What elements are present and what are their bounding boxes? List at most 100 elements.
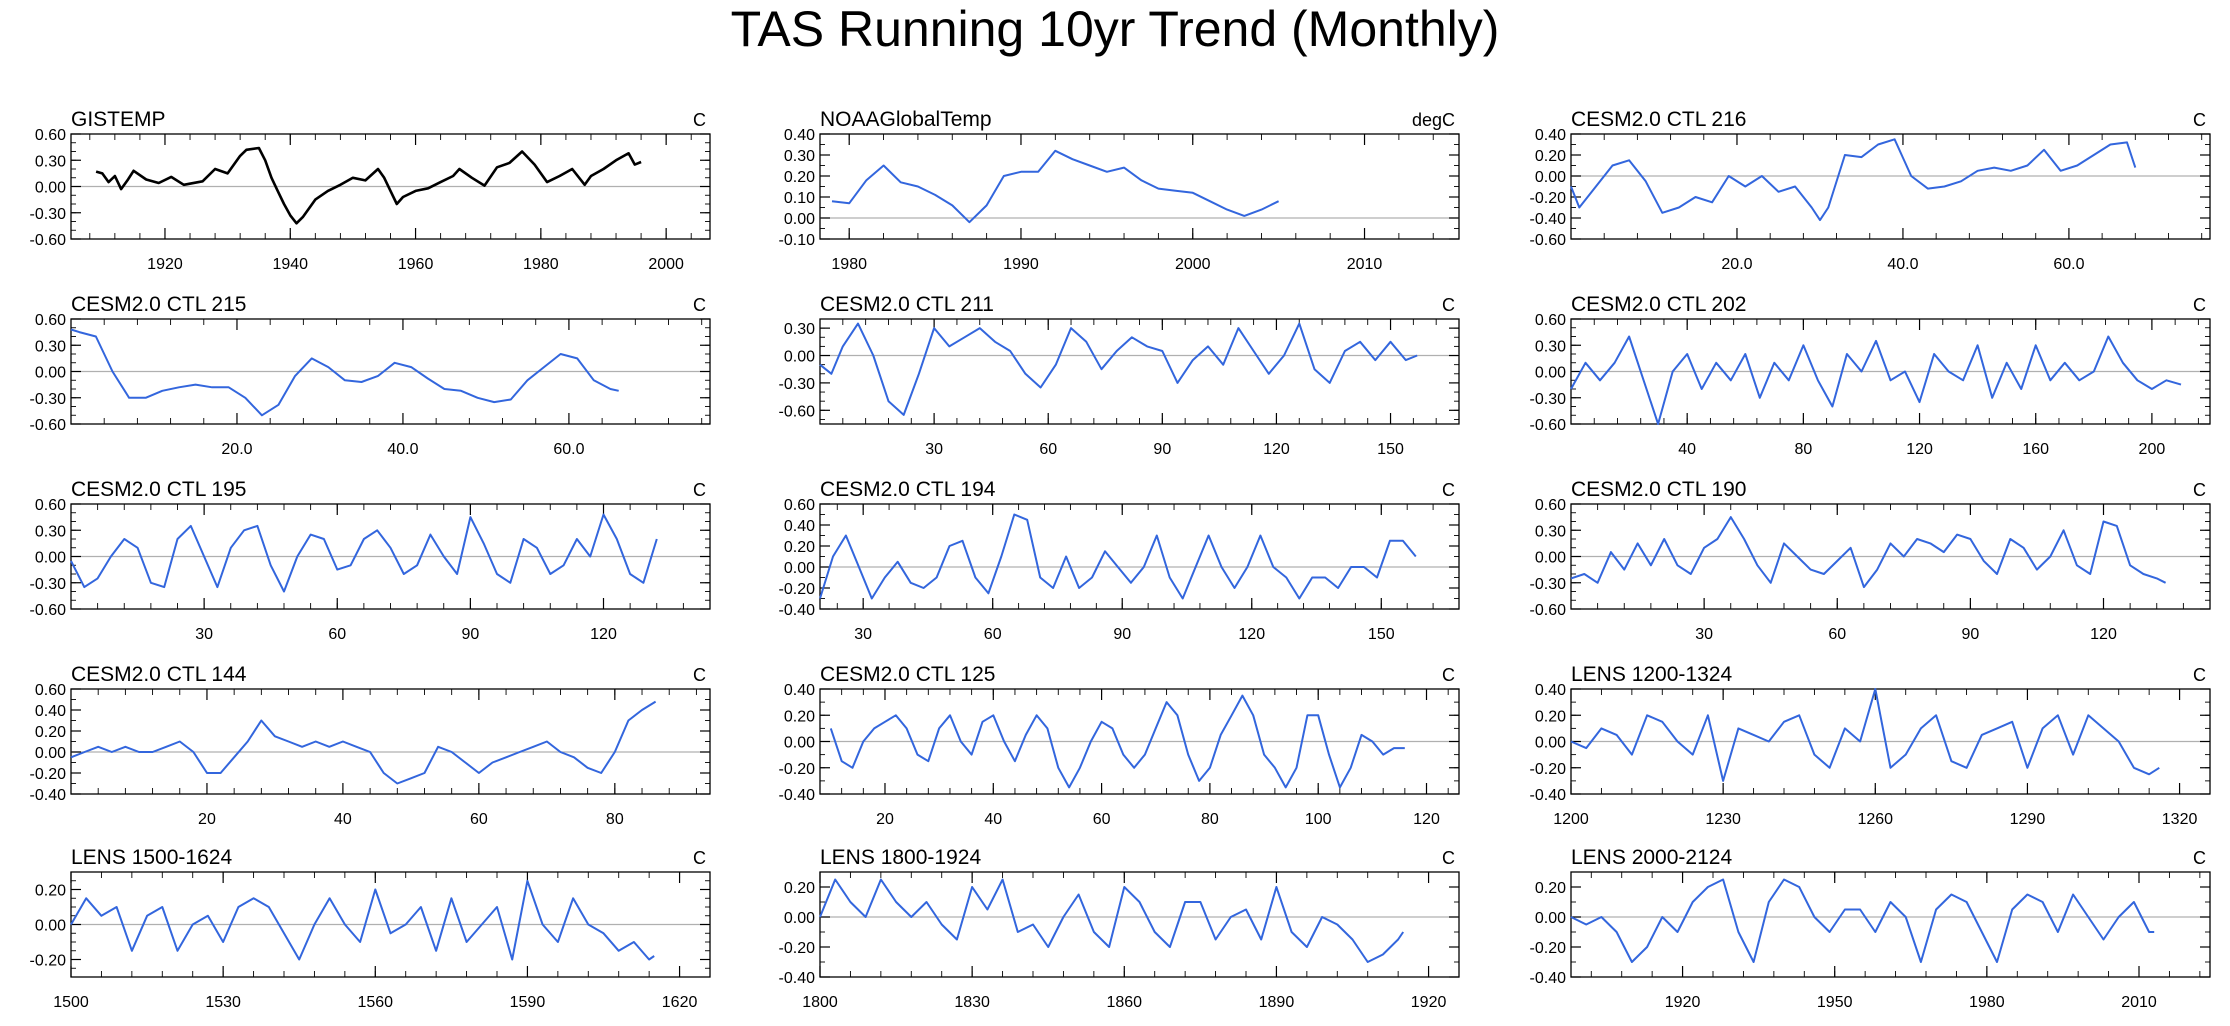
y-tick-label: -0.60 (1530, 602, 1567, 619)
y-tick-label: 0.60 (35, 682, 66, 699)
x-tick-label: 120 (1238, 626, 1265, 643)
x-tick-label: 1500 (53, 994, 89, 1011)
panel-title: CESM2.0 CTL 190 (1571, 478, 1746, 501)
y-tick-label: 0.20 (1535, 148, 1566, 165)
series-line (1570, 138, 2137, 222)
y-tick-label: 0.60 (1535, 497, 1566, 514)
panel-units: C (1442, 295, 1455, 315)
x-tick-label: 1980 (1969, 994, 2005, 1011)
y-tick-label: -0.30 (779, 376, 816, 393)
x-tick-label: 20.0 (1721, 256, 1752, 273)
x-tick-label: 60 (984, 626, 1002, 643)
page-title: TAS Running 10yr Trend (Monthly) (730, 1, 1500, 57)
panel-units: C (693, 110, 706, 130)
y-tick-label: 0.30 (784, 148, 815, 165)
x-tick-label: 60.0 (2053, 256, 2084, 273)
x-tick-label: 120 (2090, 626, 2117, 643)
x-tick-label: 40 (984, 811, 1002, 828)
series-line (1570, 878, 2155, 963)
y-tick-label: -0.30 (30, 206, 67, 223)
y-tick-label: -0.40 (779, 602, 816, 619)
x-tick-label: 40.0 (387, 441, 418, 458)
chart-panel: 0.40 0.20 0.00 -0.20 -0.40 -0.60 20.0 40.0 60.0 C… (1530, 108, 2211, 273)
y-tick-label: -0.10 (779, 232, 816, 249)
y-tick-label: 0.20 (35, 724, 66, 741)
y-tick-label: 0.00 (784, 735, 815, 752)
y-tick-label: 0.30 (1535, 523, 1566, 540)
y-tick-label: 0.00 (1535, 735, 1566, 752)
y-tick-label: 0.00 (1535, 910, 1566, 927)
panel-title: NOAAGlobalTemp (820, 108, 992, 131)
panel-title: CESM2.0 CTL 215 (71, 293, 246, 316)
panel-units: C (1442, 665, 1455, 685)
panel-title: CESM2.0 CTL 216 (1571, 108, 1746, 131)
y-tick-label: 0.40 (784, 682, 815, 699)
series-line (70, 513, 658, 593)
panel-title: LENS 1800-1924 (820, 846, 981, 869)
y-tick-label: 0.30 (1535, 338, 1566, 355)
chart-panel: 0.60 0.30 0.00 -0.30 -0.60 40 80 120 160 200 CESM2… (1530, 293, 2211, 458)
chart-panel: 0.60 0.30 0.00 -0.30 -0.60 30 60 90 120 CESM2.0 C… (1530, 478, 2211, 643)
y-tick-label: -0.20 (30, 953, 67, 970)
chart-panel: 0.40 0.20 0.00 -0.20 -0.40 1200 1230 1260 1290 13… (1530, 663, 2211, 828)
chart-panel: 0.40 0.30 0.20 0.10 0.00 -0.10 1980 1990 2000 201… (779, 108, 1460, 273)
chart-panel: 0.40 0.20 0.00 -0.20 -0.40 20 40 60 80 100 120 CESM… (779, 663, 1460, 828)
plot-frame (819, 503, 1460, 610)
chart-panel: 0.20 0.00 -0.20 -0.40 1920 1950 1980 2010 LENS 2… (1530, 846, 2211, 1011)
panel-title: CESM2.0 CTL 125 (820, 663, 995, 686)
y-tick-label: 0.30 (35, 338, 66, 355)
panel-units: C (693, 480, 706, 500)
y-tick-label: 0.00 (35, 745, 66, 762)
y-tick-label: 0.40 (1535, 127, 1566, 144)
panel-units: C (693, 295, 706, 315)
y-tick-label: -0.60 (1530, 232, 1567, 249)
series-line (819, 878, 1405, 963)
y-tick-label: -0.20 (779, 761, 816, 778)
x-tick-label: 120 (1906, 441, 1933, 458)
y-tick-label: -0.60 (30, 417, 67, 434)
y-tick-label: 0.30 (784, 321, 815, 338)
panel-units: C (693, 665, 706, 685)
x-tick-label: 60 (1828, 626, 1846, 643)
panel-units: degC (1412, 110, 1455, 130)
x-tick-label: 150 (1368, 626, 1395, 643)
y-tick-label: -0.30 (1530, 576, 1567, 593)
panel-units: C (2193, 295, 2206, 315)
x-tick-label: 1560 (357, 994, 393, 1011)
panel-title: LENS 1200-1324 (1571, 663, 1732, 686)
x-tick-label: 30 (195, 626, 213, 643)
x-tick-label: 20.0 (221, 441, 252, 458)
panel-title: CESM2.0 CTL 202 (1571, 293, 1746, 316)
x-tick-label: 1920 (1411, 994, 1447, 1011)
y-tick-label: -0.20 (779, 581, 816, 598)
y-tick-label: 0.00 (35, 365, 66, 382)
panel-units: C (1442, 480, 1455, 500)
x-tick-label: 60 (328, 626, 346, 643)
panel-title: CESM2.0 CTL 144 (71, 663, 247, 686)
chart-panel: 0.60 0.40 0.20 0.00 -0.20 -0.40 20 40 60 80 CESM2.… (30, 663, 711, 828)
x-tick-label: 20 (198, 811, 216, 828)
x-tick-label: 1530 (205, 994, 241, 1011)
x-tick-label: 160 (2022, 441, 2049, 458)
y-tick-label: 0.00 (1535, 169, 1566, 186)
series-line (1570, 516, 2167, 589)
x-tick-label: 1290 (2010, 811, 2046, 828)
y-tick-label: 0.60 (784, 497, 815, 514)
x-tick-label: 100 (1305, 811, 1332, 828)
panel-units: C (2193, 480, 2206, 500)
panel-title: CESM2.0 CTL 194 (820, 478, 996, 501)
x-tick-label: 60 (470, 811, 488, 828)
x-tick-label: 1980 (831, 256, 867, 273)
x-tick-label: 150 (1377, 441, 1404, 458)
x-tick-label: 120 (1413, 811, 1440, 828)
y-tick-label: 0.30 (35, 523, 66, 540)
x-tick-label: 1800 (802, 994, 838, 1011)
x-tick-label: 1830 (954, 994, 990, 1011)
y-tick-label: -0.40 (1530, 211, 1567, 228)
y-tick-label: 0.00 (784, 560, 815, 577)
y-tick-label: -0.60 (30, 602, 67, 619)
y-tick-label: 0.20 (784, 880, 815, 897)
panel-title: LENS 2000-2124 (1571, 846, 1732, 869)
x-tick-label: 90 (1961, 626, 1979, 643)
y-tick-label: 0.00 (1535, 365, 1566, 382)
